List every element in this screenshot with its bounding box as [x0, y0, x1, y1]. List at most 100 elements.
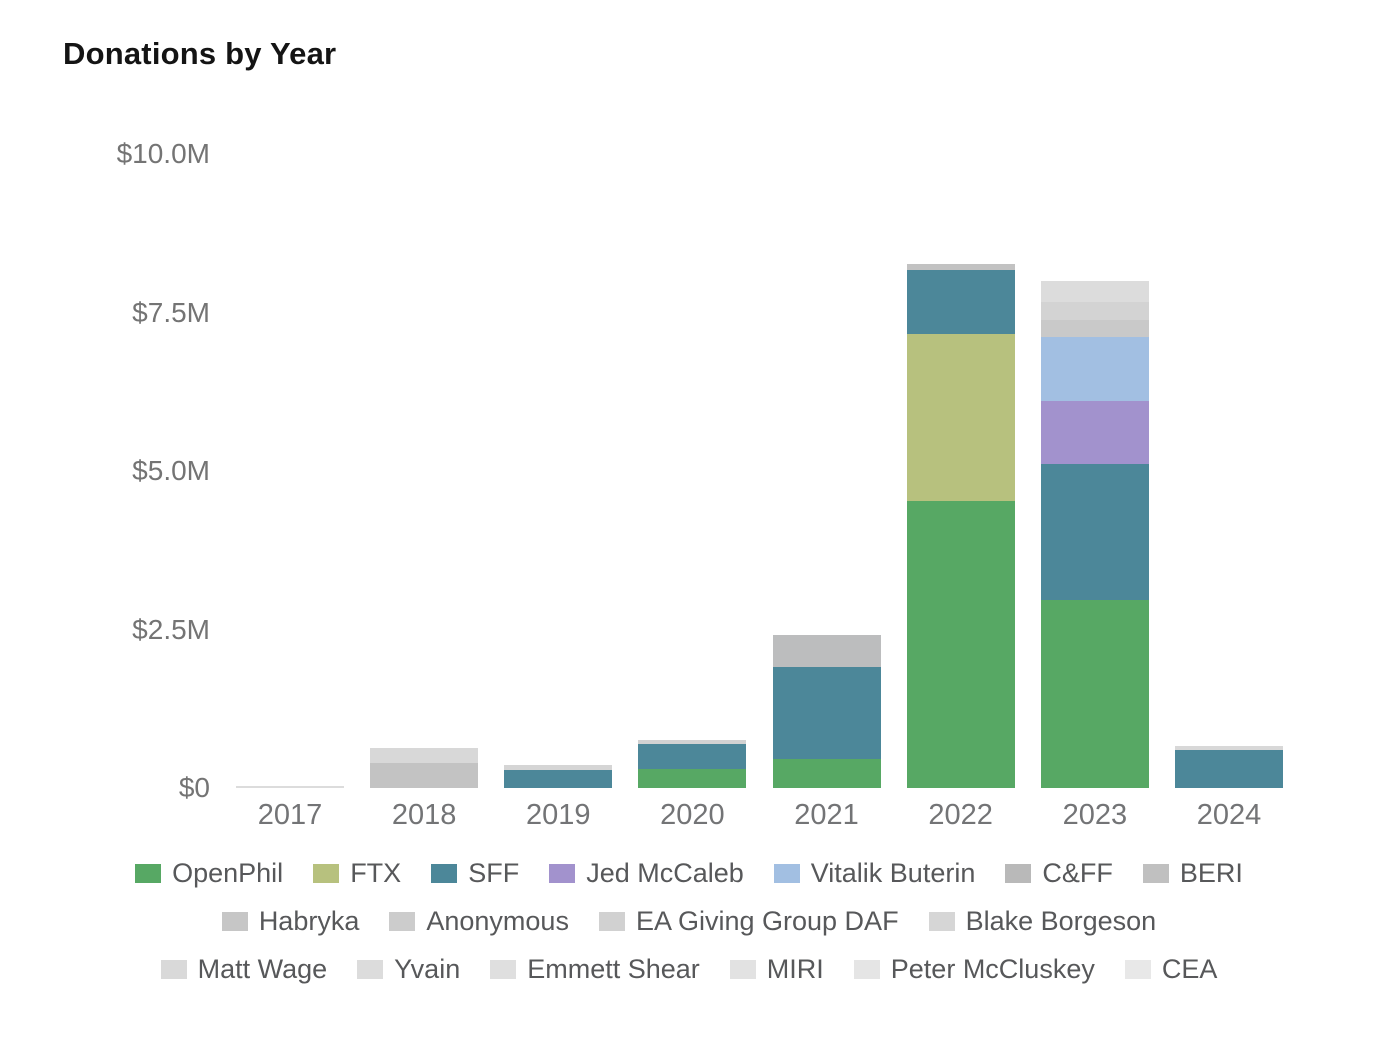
legend-item-jed-mccaleb[interactable]: Jed McCaleb: [549, 858, 744, 889]
legend-label-matt-wage: Matt Wage: [197, 953, 328, 984]
legend-label-vitalik-buterin: Vitalik Buterin: [810, 857, 976, 888]
legend-swatch-ftx: [313, 863, 340, 883]
legend-item-anonymous[interactable]: Anonymous: [389, 906, 569, 937]
bar-segment-2020-gray-donor-2[interactable]: [638, 739, 747, 745]
legend-swatch-vitalik-buterin: [773, 863, 800, 883]
y-tick-10-0m: $10.0M: [116, 138, 210, 169]
legend-swatch-blake-borgeson: [928, 911, 955, 931]
legend-item-ea-giving-group-daf[interactable]: EA Giving Group DAF: [598, 905, 899, 937]
legend-swatch-jed-mccaleb: [549, 863, 576, 883]
legend: OpenPhil FTX SFF Jed McCaleb Vitalik Buterin…: [0, 849, 1378, 993]
bar-2024: [1174, 746, 1283, 788]
bar-segment-2020-openphil-0[interactable]: [638, 768, 747, 788]
legend-label-anonymous: Anonymous: [426, 905, 569, 936]
bar-segment-2019-sff-0[interactable]: [504, 769, 613, 788]
bar-segment-2022-openphil-0[interactable]: [906, 500, 1015, 788]
legend-item-habryka[interactable]: Habryka: [221, 905, 360, 937]
bar-segment-2021-openphil-0[interactable]: [772, 758, 881, 788]
legend-label-yvain: Yvain: [394, 953, 461, 984]
bar-2023: [1040, 281, 1149, 788]
bar-segment-2023-gray-donor-6[interactable]: [1040, 281, 1149, 303]
legend-swatch-c-ff: [1005, 863, 1032, 883]
legend-label-blake-borgeson: Blake Borgeson: [965, 905, 1157, 936]
x-tick-2019: 2019: [526, 799, 591, 831]
x-tick-2021: 2021: [794, 799, 859, 831]
legend-label-ea-giving-group-daf: EA Giving Group DAF: [635, 905, 899, 936]
legend-item-yvain[interactable]: Yvain: [357, 954, 460, 985]
legend-swatch-beri: [1142, 863, 1169, 883]
legend-label-openphil: OpenPhil: [172, 857, 284, 888]
legend-item-cea[interactable]: CEA: [1124, 953, 1218, 985]
legend-item-vitalik-buterin[interactable]: Vitalik Buterin: [773, 857, 976, 889]
legend-item-beri[interactable]: BERI: [1142, 857, 1243, 889]
legend-item-matt-wage[interactable]: Matt Wage: [160, 953, 328, 985]
bar-segment-2020-sff-1[interactable]: [638, 744, 747, 769]
bar-segment-2018-gray-donor-0[interactable]: [370, 762, 479, 788]
legend-item-blake-borgeson[interactable]: Blake Borgeson: [928, 905, 1157, 937]
legend-label-ftx: FTX: [350, 857, 402, 888]
legend-label-jed-mccaleb: Jed McCaleb: [586, 857, 744, 888]
x-tick-2022: 2022: [928, 799, 993, 831]
legend-item-peter-mccluskey[interactable]: Peter McCluskey: [853, 953, 1095, 985]
bar-2019: [504, 765, 613, 788]
legend-row-2: Habryka Anonymous EA Giving Group DAF Blake…: [0, 897, 1378, 945]
bar-segment-2023-gray-donor-4[interactable]: [1040, 320, 1149, 338]
legend-label-peter-mccluskey: Peter McCluskey: [890, 953, 1095, 984]
bar-2021: [772, 635, 881, 788]
bar-2022: [906, 264, 1015, 788]
legend-label-miri: MIRI: [766, 953, 824, 984]
bar-segment-2021-sff-1[interactable]: [772, 666, 881, 759]
bar-segment-2022-gray-donor-3[interactable]: [906, 264, 1015, 271]
x-tick-2024: 2024: [1196, 799, 1262, 831]
legend-item-ftx[interactable]: FTX: [313, 858, 401, 889]
legend-swatch-cea: [1124, 959, 1151, 979]
bar-segment-2019-gray-donor-1[interactable]: [504, 765, 613, 770]
y-tick-7-5m: $7.5M: [132, 296, 210, 328]
bar-2017: [236, 786, 344, 788]
bar-segment-2024-gray-donor-1[interactable]: [1174, 746, 1283, 750]
bar-segment-2024-sff-0[interactable]: [1174, 749, 1283, 788]
bar-2018: [370, 748, 479, 788]
bar-segment-2023-vitalik-buterin-3[interactable]: [1040, 337, 1149, 402]
legend-label-habryka: Habryka: [258, 905, 360, 936]
legend-swatch-sff: [431, 863, 458, 883]
legend-swatch-ea-giving-group-daf: [598, 911, 625, 931]
legend-label-c-ff: C&FF: [1042, 857, 1113, 888]
x-tick-2020: 2020: [660, 799, 725, 831]
bar-segment-2023-openphil-0[interactable]: [1040, 599, 1149, 788]
legend-item-sff[interactable]: SFF: [431, 858, 519, 889]
legend-label-sff: SFF: [468, 857, 520, 888]
bar-segment-2023-gray-donor-5[interactable]: [1040, 302, 1149, 321]
legend-row-1: OpenPhil FTX SFF Jed McCaleb Vitalik Buterin…: [0, 849, 1378, 897]
bar-2020: [638, 739, 747, 788]
legend-item-emmett-shear[interactable]: Emmett Shear: [490, 954, 700, 985]
legend-swatch-habryka: [221, 911, 248, 931]
bar-segment-2023-jed-mccaleb-2[interactable]: [1040, 401, 1149, 465]
legend-row-3: Matt Wage Yvain Emmett Shear MIRI Peter McCl…: [0, 945, 1378, 993]
legend-label-beri: BERI: [1179, 857, 1243, 888]
y-tick-5-0m: $5.0M: [132, 455, 210, 486]
chart-title: Donations by Year: [63, 36, 337, 71]
x-tick-2018: 2018: [391, 799, 457, 831]
bar-segment-2018-gray-donor-1[interactable]: [370, 748, 479, 763]
legend-label-cea: CEA: [1161, 953, 1218, 984]
legend-item-c-ff[interactable]: C&FF: [1005, 858, 1113, 889]
bar-segment-2021-gray-donor-2[interactable]: [772, 635, 881, 667]
legend-label-emmett-shear: Emmett Shear: [527, 953, 700, 984]
legend-item-openphil[interactable]: OpenPhil: [135, 858, 283, 889]
bar-segment-2022-ftx-1[interactable]: [906, 334, 1015, 501]
x-tick-2017: 2017: [257, 799, 323, 831]
y-tick-0: $0: [178, 772, 210, 803]
legend-item-miri[interactable]: MIRI: [729, 953, 824, 985]
legend-swatch-openphil: [135, 863, 162, 883]
bar-segment-2023-sff-1[interactable]: [1040, 464, 1149, 600]
legend-swatch-miri: [729, 959, 756, 979]
x-tick-2023: 2023: [1062, 799, 1128, 831]
bar-segment-2017-gray-donor-0[interactable]: [236, 786, 344, 788]
legend-swatch-matt-wage: [160, 959, 187, 979]
legend-swatch-yvain: [357, 959, 384, 979]
bar-segment-2022-sff-2[interactable]: [906, 270, 1015, 335]
legend-swatch-emmett-shear: [490, 959, 517, 979]
y-tick-2-5m: $2.5M: [132, 613, 210, 645]
